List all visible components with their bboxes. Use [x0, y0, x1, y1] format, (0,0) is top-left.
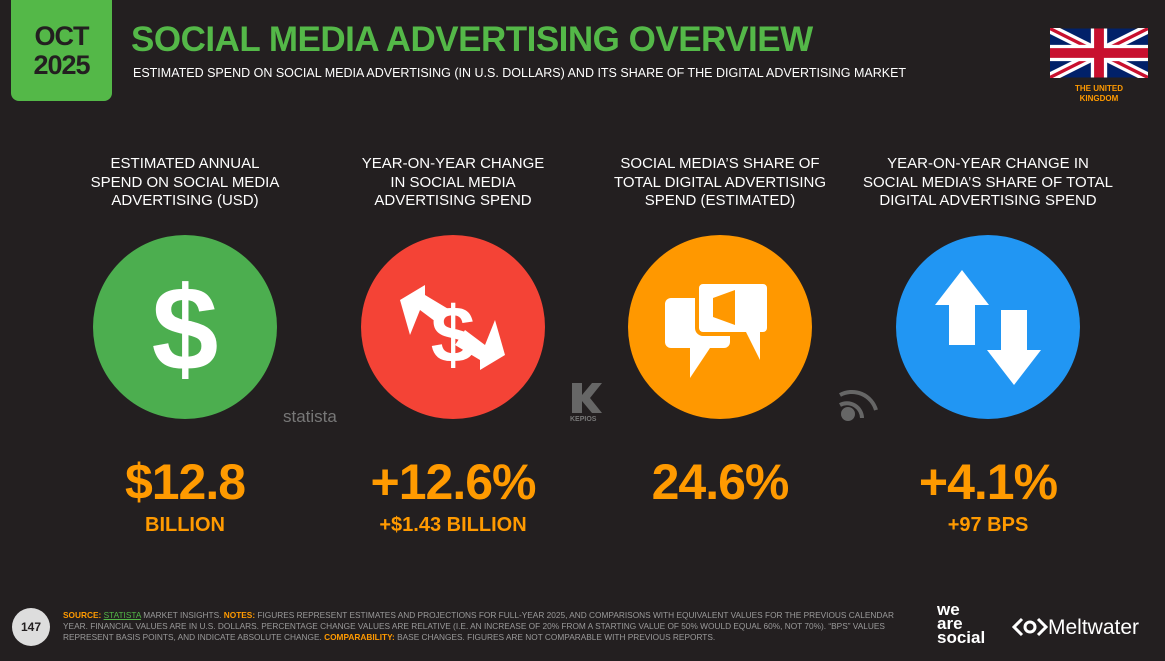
stat-heading: IN SOCIAL MEDIA [390, 173, 516, 191]
stat-heading: SPEND (ESTIMATED) [644, 192, 796, 209]
footer-notes: SOURCE: STATISTA MARKET INSIGHTS. NOTES:… [63, 610, 913, 643]
stat-heading: ADVERTISING (USD) [111, 192, 259, 209]
stat-heading: YEAR-ON-YEAR CHANGE [361, 155, 545, 172]
icon-circle [896, 235, 1080, 419]
stat-heading: ESTIMATED ANNUAL [110, 155, 260, 172]
page-number: 147 [12, 608, 50, 646]
country-line: THE UNITED [1075, 84, 1123, 93]
we-are-social-logo: we are social [937, 600, 986, 647]
notes-text: FIGURES REPRESENT ESTIMATES AND PROJECTI… [63, 610, 894, 642]
icon-circle [361, 235, 545, 419]
country: THE UNITED KINGDOM [1050, 84, 1148, 104]
source-rest: MARKET INSIGHTS. [140, 610, 224, 620]
stat-heading: TOTAL DIGITAL ADVERTISING [614, 173, 826, 191]
stat-sublabel: BILLION [145, 514, 225, 536]
source-name: STATISTA [103, 610, 141, 620]
stat-heading: YEAR-ON-YEAR CHANGE IN [887, 155, 1089, 172]
stat-heading: DIGITAL ADVERTISING SPEND [879, 192, 1097, 209]
stat-value: +4.1% [918, 454, 1058, 510]
title: SOCIAL MEDIA ADVERTISING OVERVIEW [131, 20, 813, 59]
stat-heading: SOCIAL MEDIA’S SHARE OF TOTAL [862, 173, 1114, 191]
kepios-logo [572, 383, 602, 413]
brand-line: we [937, 600, 960, 619]
stat-value: 24.6% [651, 454, 790, 510]
stat-sublabel: +$1.43 BILLION [379, 514, 527, 536]
month: OCT [34, 21, 90, 51]
stat-heading: SOCIAL MEDIA’S SHARE OF [620, 155, 820, 172]
source-label: SOURCE: [63, 610, 102, 620]
comparability-text: BASE CHANGES. FIGURES ARE NOT COMPARABLE… [394, 632, 716, 642]
brand-line: social [937, 628, 986, 647]
stat-value: $12.8 [124, 454, 246, 510]
exchange-icon: $ [400, 285, 505, 379]
statista-logo: statista [283, 407, 337, 426]
brand-line: are [937, 614, 963, 633]
notes-label: NOTES: [223, 610, 256, 620]
country-line: KINGDOM [1079, 94, 1119, 103]
stat-heading: SPEND ON SOCIAL MEDIA [90, 173, 280, 191]
svg-text:$: $ [431, 290, 476, 379]
date-box: OCT 2025 [11, 0, 112, 101]
dollar-icon: $ [152, 262, 219, 396]
data-logo [839, 389, 878, 421]
meltwater-logo: Meltwater [1048, 616, 1140, 639]
stat-sublabel: +97 BPS [947, 514, 1029, 536]
year: 2025 [33, 50, 90, 80]
subtitle: ESTIMATED SPEND ON SOCIAL MEDIA ADVERTIS… [133, 66, 907, 80]
icon-circle [93, 235, 277, 419]
meltwater-icon [1012, 617, 1048, 637]
updown-icon [935, 270, 1041, 385]
stat-value: +12.6% [370, 454, 537, 510]
comparability-label: COMPARABILITY: [324, 632, 395, 642]
flag [1050, 28, 1148, 78]
stat-heading: ADVERTISING SPEND [374, 192, 532, 209]
chat-icon [665, 280, 771, 378]
kepios-label: KEPIOS [570, 416, 597, 423]
